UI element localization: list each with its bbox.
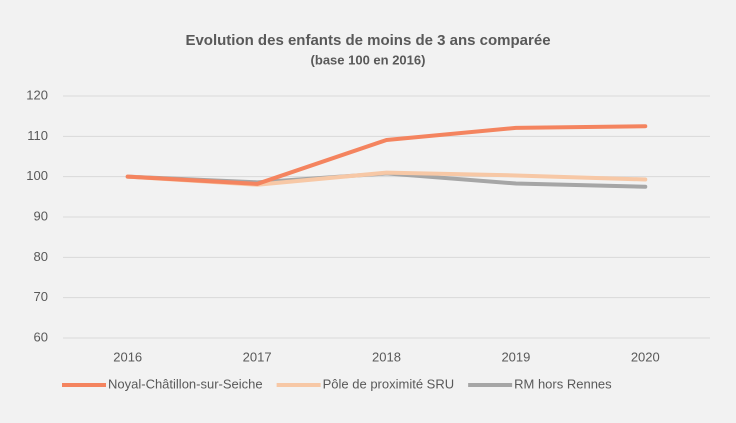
y-tick-label: 110 xyxy=(27,128,48,143)
x-tick-label: 2016 xyxy=(113,349,142,364)
legend-label: Noyal-Châtillon-sur-Seiche xyxy=(108,376,263,391)
x-tick-label: 2020 xyxy=(631,349,660,364)
chart-subtitle: (base 100 en 2016) xyxy=(311,52,426,67)
legend-label: RM hors Rennes xyxy=(514,376,612,391)
y-tick-label: 120 xyxy=(26,87,48,102)
y-tick-label: 100 xyxy=(26,168,48,183)
x-tick-label: 2018 xyxy=(372,349,401,364)
chart-title: Evolution des enfants de moins de 3 ans … xyxy=(185,32,550,49)
y-tick-label: 70 xyxy=(34,289,48,304)
line-series xyxy=(125,124,648,186)
x-tick-label: 2017 xyxy=(243,349,272,364)
y-tick-label: 90 xyxy=(34,208,48,223)
x-tick-label: 2019 xyxy=(501,349,530,364)
y-tick-label: 60 xyxy=(34,329,48,344)
legend-label: Pôle de proximité SRU xyxy=(323,376,455,391)
y-tick-label: 80 xyxy=(34,249,48,264)
